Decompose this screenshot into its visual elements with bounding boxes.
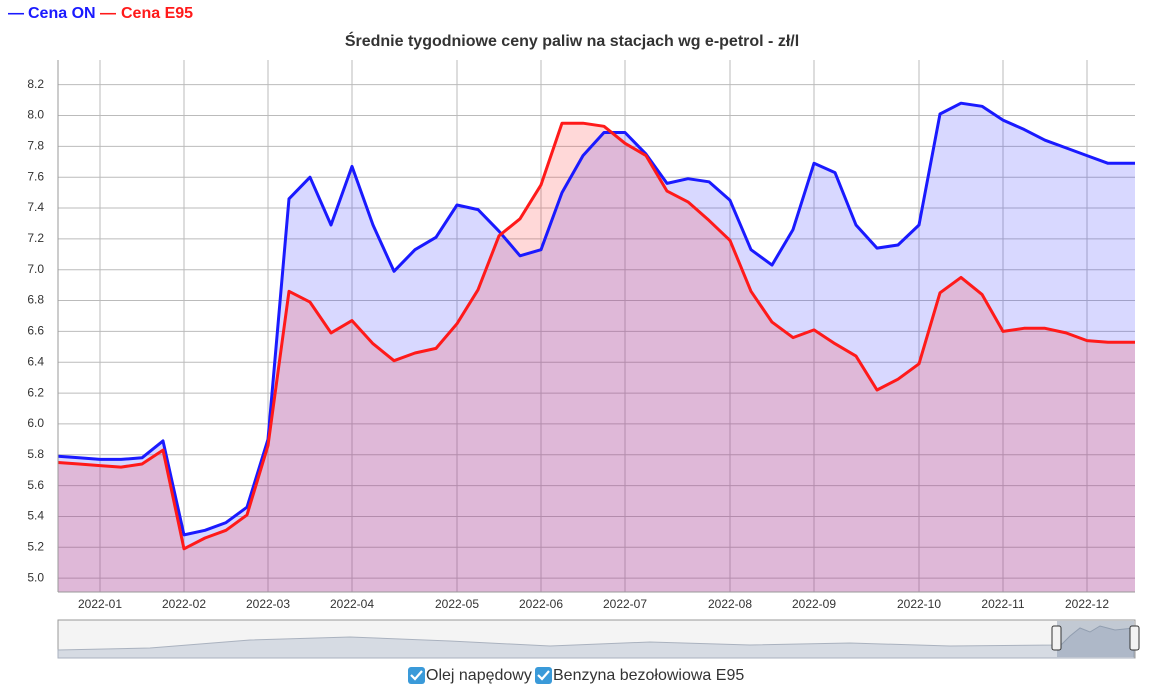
legend-entry: Cena E95 bbox=[121, 5, 193, 22]
y-tick-label: 8.0 bbox=[27, 108, 44, 122]
y-tick-label: 6.8 bbox=[27, 293, 44, 307]
y-tick-label: 8.2 bbox=[27, 77, 44, 91]
legend-entry: Cena ON bbox=[28, 5, 96, 22]
x-tick-label: 2022-01 bbox=[78, 597, 122, 611]
chart-title: Średnie tygodniowe ceny paliw na stacjac… bbox=[345, 31, 799, 50]
navigator-selection[interactable] bbox=[1057, 621, 1134, 657]
x-tick-label: 2022-11 bbox=[981, 597, 1024, 611]
navigator-handle[interactable] bbox=[1051, 625, 1062, 651]
x-tick-label: 2022-03 bbox=[246, 597, 290, 611]
y-tick-label: 7.8 bbox=[27, 139, 44, 153]
x-tick-label: 2022-05 bbox=[435, 597, 479, 611]
y-tick-label: 5.0 bbox=[27, 570, 44, 584]
y-tick-label: 7.2 bbox=[27, 231, 44, 245]
area-fill bbox=[58, 123, 1135, 592]
y-tick-label: 5.2 bbox=[27, 539, 44, 553]
legend-dash: — bbox=[8, 5, 24, 22]
x-tick-label: 2022-09 bbox=[792, 597, 836, 611]
y-tick-label: 7.4 bbox=[27, 200, 44, 214]
plot bbox=[57, 101, 1135, 592]
x-tick-label: 2022-07 bbox=[603, 597, 647, 611]
y-tick-label: 5.8 bbox=[27, 447, 44, 461]
axes: 5.0 5.2 5.4 5.6 5.8 6.0 6.2 6.4 6.6 6.8 7.0 7.2 7.4 7… bbox=[27, 60, 1135, 611]
y-tick-label: 5.6 bbox=[27, 478, 44, 492]
series-line bbox=[57, 101, 1135, 537]
y-tick-label: 7.6 bbox=[27, 169, 44, 183]
x-tick-label: 2022-02 bbox=[162, 597, 206, 611]
legend-dash: — bbox=[100, 5, 116, 22]
x-tick-label: 2022-10 bbox=[897, 597, 941, 611]
y-tick-label: 6.0 bbox=[27, 416, 44, 430]
x-tick-label: 2022-12 bbox=[1065, 597, 1109, 611]
x-tick-label: 2022-08 bbox=[708, 597, 752, 611]
area-fill bbox=[58, 103, 1135, 592]
x-tick-label: 2022-06 bbox=[519, 597, 563, 611]
navigator-handle[interactable] bbox=[1129, 625, 1140, 651]
checkmark bbox=[410, 670, 423, 681]
y-tick-label: 7.0 bbox=[27, 262, 44, 276]
checkbox[interactable]: Olej napędowy bbox=[408, 667, 532, 684]
checkmark bbox=[537, 670, 550, 681]
x-tick-label: 2022-04 bbox=[330, 597, 374, 611]
y-tick-label: 6.4 bbox=[27, 354, 44, 368]
navigator bbox=[57, 619, 1140, 659]
series-line bbox=[57, 121, 1135, 551]
checkbox-label[interactable]: Olej napędowy bbox=[426, 667, 532, 684]
checkbox[interactable]: Benzyna bezołowiowa E95 bbox=[535, 667, 744, 684]
y-tick-label: 5.4 bbox=[27, 509, 44, 523]
y-tick-label: 6.2 bbox=[27, 385, 44, 399]
y-tick-label: 6.6 bbox=[27, 324, 44, 338]
checkbox-label[interactable]: Benzyna bezołowiowa E95 bbox=[553, 667, 744, 684]
grid bbox=[58, 60, 1135, 592]
